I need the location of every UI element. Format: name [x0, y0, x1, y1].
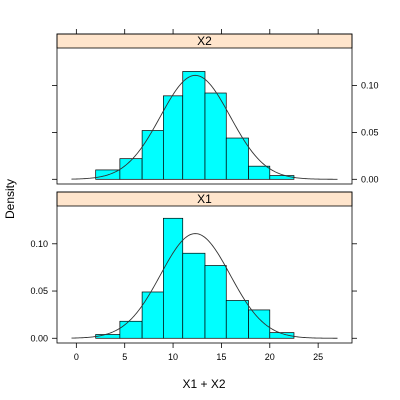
x-tick-label: 0 — [74, 352, 79, 362]
histogram-bar — [141, 291, 164, 339]
histogram-bar — [163, 217, 184, 339]
x-tick-label: 25 — [313, 352, 323, 362]
density-curve — [71, 233, 338, 339]
y-axis-label: Density — [3, 179, 17, 219]
x-tick-label: 15 — [216, 352, 226, 362]
strip-label: X2 — [197, 34, 212, 48]
histogram-bar — [141, 130, 164, 180]
panel-x2: X2 0.00 0.05 0.10 — [52, 33, 379, 185]
panel-frame — [56, 33, 353, 185]
histogram-bar — [269, 332, 295, 339]
histogram-bar — [225, 300, 249, 339]
histogram-bar — [225, 137, 249, 180]
histogram-bar — [119, 158, 143, 180]
histogram-bar — [163, 95, 184, 180]
y-tick-label: 0.10 — [30, 239, 48, 249]
histogram-bar — [182, 71, 206, 180]
density-curve — [71, 74, 338, 180]
strip-label: X1 — [197, 192, 212, 206]
x-tick-label: 5 — [122, 352, 127, 362]
y-tick-label: 0.00 — [361, 174, 379, 184]
x-tick-label: 10 — [168, 352, 178, 362]
y-tick-label: 0.05 — [30, 286, 48, 296]
histogram-bar — [248, 309, 271, 339]
panel-frame — [56, 191, 353, 344]
histogram-bar — [269, 175, 295, 180]
x-axis-label: X1 + X2 — [182, 377, 225, 391]
y-tick-label: 0.05 — [361, 127, 379, 137]
x-tick-label: 20 — [265, 352, 275, 362]
histogram-bar — [182, 252, 206, 339]
histogram-bar — [248, 165, 271, 180]
panel-x1: X1 0.00 0.05 0.10 — [30, 191, 357, 344]
histogram-bar — [204, 265, 227, 339]
histogram-bar — [204, 92, 227, 180]
histogram-bar — [119, 320, 143, 339]
y-tick-label: 0.00 — [30, 333, 48, 343]
y-tick-label: 0.10 — [361, 81, 379, 91]
